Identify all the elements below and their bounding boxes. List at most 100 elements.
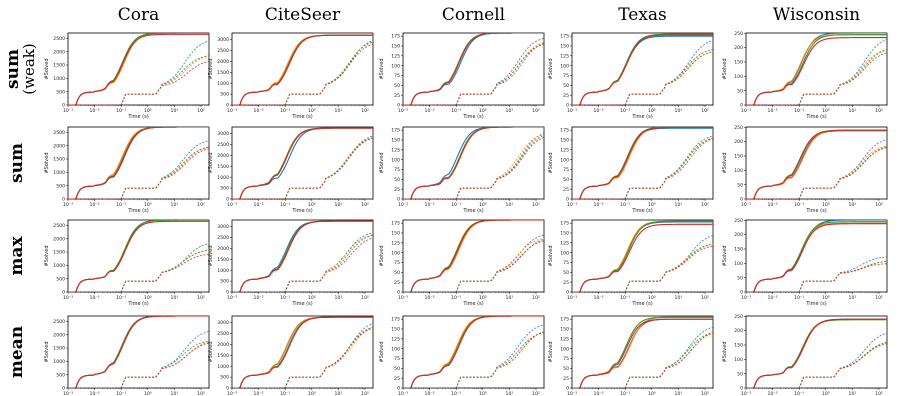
x-tick-label: 10⁰ <box>479 202 487 208</box>
dashed-series-line <box>403 234 544 292</box>
x-tick-label: 10⁻³ <box>227 295 237 301</box>
x-tick-label: 10⁻² <box>254 295 264 301</box>
y-tick-label: 1000 <box>53 359 65 365</box>
y-tick-label: 25 <box>394 280 400 286</box>
x-tick-label: 10⁻¹ <box>280 202 290 208</box>
y-tick-label: 1500 <box>217 70 229 76</box>
x-tick-label: 10² <box>701 391 709 396</box>
y-tick-label: 0 <box>62 290 65 296</box>
y-tick-label: 125 <box>560 53 569 59</box>
y-tick-label: 125 <box>560 147 569 153</box>
y-tick-label: 1000 <box>217 175 229 181</box>
y-tick-label: 0 <box>740 197 743 203</box>
plot-lines <box>232 34 373 105</box>
dashed-series-line <box>572 326 713 388</box>
y-tick-label: 2500 <box>53 223 65 229</box>
x-tick-label: 10² <box>875 202 883 208</box>
plot-frame <box>231 126 374 200</box>
dashed-series-line <box>572 40 713 105</box>
y-axis-label: #Solved <box>722 341 728 362</box>
y-tick-label: 3000 <box>217 131 229 137</box>
solid-series-line <box>403 316 544 388</box>
y-tick-label: 1500 <box>217 257 229 263</box>
x-tick-label: 10⁻² <box>425 108 435 114</box>
x-tick-label: 10⁻³ <box>567 108 577 114</box>
dashed-series-line <box>232 327 373 388</box>
y-tick-label: 1500 <box>53 346 65 352</box>
solid-series-line <box>572 318 713 388</box>
x-tick-label: 10⁻¹ <box>280 295 290 301</box>
y-tick-label: 3000 <box>217 37 229 43</box>
subplot-cora-1: 0 500 1000 1500 2000 2500 10⁻³ 10⁻² 10⁻¹ 10⁰ 10¹ 10… <box>44 126 210 214</box>
y-tick-label: 1500 <box>53 157 65 163</box>
y-tick-label: 2000 <box>53 332 65 338</box>
y-tick-label: 2000 <box>217 153 229 159</box>
y-tick-label: 75 <box>394 260 400 266</box>
plot-lines <box>232 316 373 388</box>
dashed-series-line <box>403 136 544 199</box>
y-tick-label: 50 <box>737 275 743 281</box>
solid-series-line <box>746 223 887 292</box>
y-tick-label: 1500 <box>217 353 229 359</box>
solid-series-line <box>572 223 713 292</box>
y-tick-label: 2500 <box>217 142 229 148</box>
dashed-series-line <box>68 341 209 388</box>
x-tick-label: 10² <box>197 295 205 301</box>
x-tick-label: 10⁻³ <box>398 202 408 208</box>
plot-frame <box>745 126 888 200</box>
y-tick-label: 0 <box>397 290 400 296</box>
y-tick-label: 25 <box>394 187 400 193</box>
subplot-cornell-0: 0 25 50 75 100 125 150 175 10⁻³ 10⁻² 10⁻¹ 10⁰ 10¹ 10²… <box>379 32 545 120</box>
y-tick-label: 175 <box>391 221 400 227</box>
y-tick-label: 50 <box>737 88 743 94</box>
x-tick-label: 10¹ <box>849 391 857 396</box>
y-tick-label: 0 <box>566 386 569 392</box>
dashed-series-line <box>403 42 544 105</box>
y-tick-label: 2000 <box>53 49 65 55</box>
x-tick-label: 10⁻² <box>90 391 100 396</box>
x-tick-label: 10² <box>701 295 709 301</box>
y-tick-label: 0 <box>566 197 569 203</box>
y-tick-label: 150 <box>560 327 569 333</box>
y-tick-label: 125 <box>560 240 569 246</box>
subplot-cora-2: 0 500 1000 1500 2000 2500 10⁻³ 10⁻² 10⁻¹ 10⁰ 10¹ 10… <box>44 219 210 307</box>
plot-lines <box>68 127 209 199</box>
dashed-series-line <box>68 342 209 388</box>
y-tick-label: 100 <box>560 157 569 163</box>
y-tick-label: 175 <box>391 34 400 40</box>
subplot-texas-2: 0 25 50 75 100 125 150 175 10⁻³ 10⁻² 10⁻¹ 10⁰ 10¹ 10²… <box>548 219 714 307</box>
y-tick-label: 2000 <box>53 236 65 242</box>
row-label-sub: (weak) <box>20 43 38 94</box>
y-tick-label: 500 <box>220 186 229 192</box>
x-tick-label: 10² <box>532 202 540 208</box>
dashed-series-line <box>572 137 713 199</box>
dashed-series-line <box>232 41 373 105</box>
dashed-series-line <box>232 237 373 292</box>
x-tick-label: 10⁰ <box>822 391 830 396</box>
y-tick-label: 500 <box>56 183 65 189</box>
solid-series-line <box>232 316 373 388</box>
solid-series-line <box>746 222 887 292</box>
x-tick-label: 10¹ <box>171 391 179 396</box>
dashed-series-line <box>572 51 713 105</box>
y-tick-label: 50 <box>563 366 569 372</box>
x-tick-label: 10⁰ <box>308 295 316 301</box>
y-tick-label: 150 <box>734 154 743 160</box>
dashed-series-line <box>746 49 887 105</box>
y-axis-label: #Solved <box>44 58 50 79</box>
y-tick-label: 150 <box>391 231 400 237</box>
y-tick-label: 75 <box>563 356 569 362</box>
x-tick-label: 10⁻² <box>425 295 435 301</box>
x-axis-label: Time (s) <box>462 208 483 214</box>
subplot-cornell-3: 0 25 50 75 100 125 150 175 10⁻³ 10⁻² 10⁻¹ 10⁰ 10¹ 10²… <box>379 315 545 396</box>
dashed-series-line <box>232 41 373 105</box>
y-tick-label: 25 <box>394 93 400 99</box>
subplot-wisconsin-1: 0 50 100 150 200 250 10⁻³ 10⁻² 10⁻¹ 10⁰ 10¹ 10² Time… <box>722 125 888 214</box>
y-axis-label: #Solved <box>379 245 385 266</box>
plot-lines <box>68 316 209 388</box>
y-tick-label: 50 <box>394 366 400 372</box>
x-tick-label: 10² <box>197 202 205 208</box>
x-tick-label: 10¹ <box>171 295 179 301</box>
x-tick-label: 10⁰ <box>648 202 656 208</box>
y-axis-label: #Solved <box>44 245 50 266</box>
